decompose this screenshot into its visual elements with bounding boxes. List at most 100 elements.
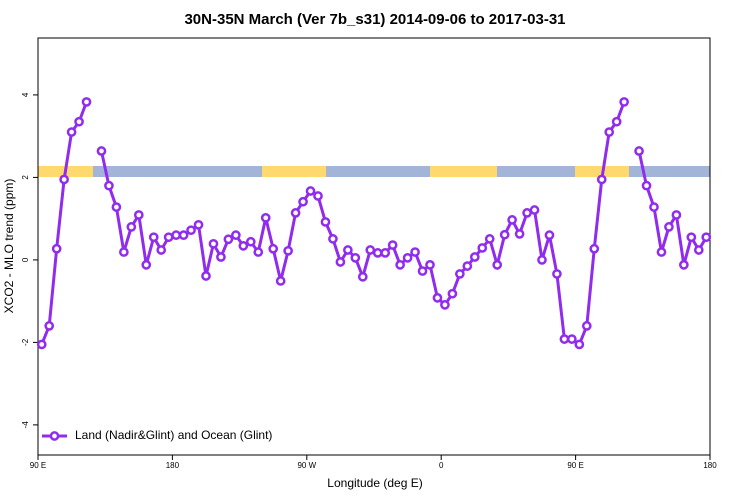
data-point [305, 186, 316, 196]
x-tick-label: 0 [439, 461, 444, 470]
data-point [447, 288, 458, 299]
data-point [537, 255, 547, 265]
data-point [634, 146, 644, 156]
data-point [380, 248, 391, 258]
data-point [574, 339, 585, 350]
data-point [611, 116, 622, 127]
data-point [253, 247, 264, 257]
data-point [402, 252, 413, 263]
data-point [350, 252, 361, 263]
data-point [111, 202, 122, 212]
data-point [417, 266, 428, 276]
data-point [156, 245, 167, 255]
data-point [365, 245, 376, 255]
data-point [260, 212, 271, 223]
data-point [596, 174, 607, 185]
x-tick-label: 90 W [297, 461, 316, 470]
x-axis-label: Longitude (deg E) [327, 476, 422, 490]
data-point [96, 146, 107, 156]
land-band [262, 166, 326, 177]
data-point [357, 271, 368, 282]
data-point [552, 269, 562, 279]
x-tick-label: 180 [166, 461, 180, 470]
data-point [372, 248, 383, 258]
data-point [126, 222, 137, 232]
data-point [567, 334, 577, 344]
data-point [59, 174, 69, 185]
data-point [290, 208, 301, 218]
ocean-band [38, 166, 710, 177]
legend-label: Land (Nadir&Glint) and Ocean (Glint) [75, 428, 272, 442]
data-point [141, 260, 152, 270]
data-point [275, 276, 286, 286]
legend-marker [49, 431, 60, 441]
data-point [238, 241, 249, 251]
data-point [499, 229, 510, 240]
data-point [186, 225, 196, 236]
data-point [604, 127, 615, 137]
data-point [328, 234, 338, 244]
y-tick-label: 0 [21, 257, 30, 262]
data-point [440, 300, 450, 310]
x-tick-label: 90 E [567, 461, 583, 470]
data-point [74, 116, 84, 127]
data-point [44, 321, 55, 331]
data-point [223, 234, 234, 245]
data-point [656, 247, 667, 257]
data-point [701, 232, 712, 243]
data-point [163, 232, 174, 243]
plot-frame [37, 37, 711, 456]
data-point [544, 230, 555, 241]
data-point [51, 243, 62, 254]
data-point [268, 243, 279, 254]
series-line [40, 101, 708, 347]
x-tick-label: 90 E [30, 461, 46, 470]
land-band [430, 166, 497, 177]
data-point [387, 240, 398, 250]
data-point [148, 232, 159, 243]
data-point [320, 217, 331, 227]
data-point [335, 257, 346, 267]
y-tick-label: -2 [21, 338, 30, 346]
data-point [679, 260, 689, 270]
data-point [559, 334, 570, 344]
data-point [671, 210, 682, 220]
y-tick-label: 4 [21, 92, 30, 97]
data-point [231, 230, 241, 241]
data-point [193, 219, 204, 230]
data-point [208, 238, 219, 249]
data-point [693, 245, 704, 255]
data-point [245, 236, 256, 247]
data-point [641, 180, 652, 191]
data-point [36, 339, 47, 350]
data-point [313, 191, 323, 201]
data-point [492, 260, 503, 270]
data-point [201, 271, 211, 281]
data-point [298, 196, 308, 207]
data-point [343, 245, 353, 255]
data-point [477, 243, 488, 253]
data-point [455, 269, 465, 279]
data-point [216, 252, 226, 262]
data-point [104, 180, 114, 191]
data-point [395, 260, 405, 270]
data-point [410, 247, 420, 257]
land-ocean-band [38, 166, 710, 177]
data-point [171, 230, 181, 241]
data-point [686, 232, 697, 243]
data-point [514, 229, 525, 239]
data-point [649, 202, 659, 212]
data-point [484, 234, 495, 244]
data-point [581, 321, 592, 331]
data-point [507, 215, 517, 225]
data-point [119, 247, 129, 257]
data-point [133, 210, 144, 220]
data-point [664, 222, 674, 232]
data-point [283, 245, 293, 256]
data-point [619, 97, 629, 107]
data-point [66, 127, 77, 137]
y-tick-label: 2 [21, 175, 30, 180]
y-tick-label: -4 [21, 421, 30, 429]
y-axis-label: XCO2 - MLO trend (ppm) [2, 179, 16, 314]
